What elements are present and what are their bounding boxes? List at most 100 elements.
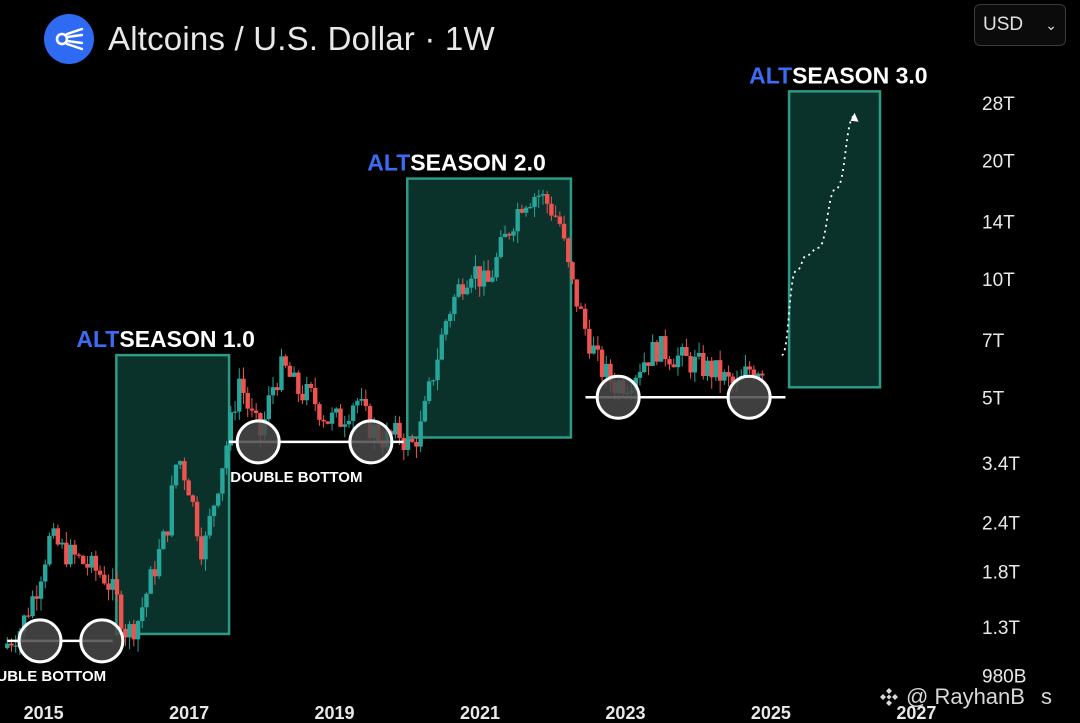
currency-select[interactable]: USD ⌄ — [974, 4, 1066, 46]
candle-body — [232, 411, 238, 413]
candle-body — [642, 362, 647, 373]
y-tick-label: 28T — [982, 94, 1015, 115]
candle-body — [574, 279, 579, 307]
bottom-circle — [17, 618, 63, 664]
y-tick-label: 980B — [982, 666, 1026, 687]
candle-body — [469, 278, 474, 288]
candle-body — [350, 405, 356, 421]
candle-body — [490, 277, 495, 282]
candle-body — [215, 493, 221, 506]
candle-body — [308, 383, 314, 388]
bottom-circle — [595, 374, 641, 420]
candle-body — [557, 216, 563, 224]
candle-body — [646, 362, 651, 366]
candle-body — [456, 284, 461, 297]
candle-body — [473, 266, 478, 279]
candle-body — [317, 404, 322, 420]
candle-body — [304, 383, 309, 401]
candle-body — [464, 287, 470, 295]
candle-body — [519, 209, 525, 213]
candle-body — [55, 528, 61, 545]
candle-body — [431, 380, 436, 382]
candle-body — [692, 356, 698, 373]
candle-body — [422, 400, 428, 422]
candle-body — [241, 378, 246, 393]
candle-body — [515, 209, 520, 232]
candle-body — [405, 438, 411, 450]
x-tick-label: 2015 — [24, 703, 64, 723]
candle-body — [279, 356, 284, 391]
altseason-label-2: ALTSEASON 2.0 — [367, 150, 546, 176]
candle-body — [726, 372, 731, 377]
altseason-label-prefix: ALT — [367, 150, 410, 176]
candle-body — [582, 308, 588, 329]
candle-body — [203, 535, 208, 560]
candle-body — [553, 215, 558, 217]
candle-body — [152, 569, 158, 577]
candle-body — [755, 373, 761, 378]
altseason-label-1: ALTSEASON 1.0 — [76, 326, 255, 352]
candle-body — [722, 372, 727, 381]
y-tick-label: 14T — [982, 212, 1015, 233]
candle-body — [532, 196, 537, 207]
candle-body — [545, 194, 550, 204]
candle-body — [650, 342, 655, 366]
candle-body — [578, 306, 584, 309]
candle-body — [443, 321, 449, 335]
bottom-circle — [348, 419, 394, 465]
candle-body — [34, 596, 39, 599]
altseason-label-3: ALTSEASON 3.0 — [749, 62, 928, 88]
candle-body — [591, 345, 596, 354]
candle-body — [540, 194, 546, 196]
candle-body — [566, 238, 571, 263]
candle-body — [701, 352, 706, 377]
candle-body — [43, 564, 48, 582]
candle-body — [684, 346, 689, 356]
candle-body — [760, 373, 765, 376]
candle-body — [106, 583, 111, 590]
candle-body — [747, 366, 752, 370]
candle-body — [709, 360, 714, 378]
candle-body — [135, 621, 141, 640]
candle-body — [705, 360, 710, 377]
chart-header: Altcoins / U.S. Dollar · 1W — [44, 14, 495, 64]
candle-body — [199, 536, 204, 560]
candle-body — [536, 195, 541, 197]
candle-body — [148, 569, 153, 594]
candle-body — [140, 607, 145, 622]
candle-body — [587, 328, 592, 354]
watermark: @ RayhanB s — [878, 684, 1052, 710]
candle-body — [679, 346, 685, 356]
candle-body — [283, 356, 288, 366]
x-tick-label: 2017 — [169, 703, 209, 723]
candle-body — [72, 544, 77, 555]
y-tick-label: 7T — [982, 331, 1005, 352]
projection-arrow-icon — [850, 112, 859, 122]
candle-body — [102, 574, 107, 584]
candle-body — [713, 360, 719, 378]
candle-body — [447, 314, 453, 322]
candle-body — [51, 528, 56, 536]
candle-body — [397, 422, 402, 438]
watermark-suffix: s — [1040, 684, 1052, 709]
candle-body — [266, 395, 271, 420]
candle-body — [717, 360, 723, 381]
candle-body — [93, 555, 99, 571]
altseason-zone-3 — [787, 90, 882, 389]
candle-body — [346, 420, 352, 425]
candle-body — [21, 615, 27, 632]
candle-body — [507, 233, 512, 236]
candle-body — [410, 438, 415, 442]
candle-body — [173, 464, 179, 486]
candle-body — [190, 495, 196, 502]
candle-body — [528, 206, 533, 209]
candle-body — [207, 516, 212, 536]
altseason-label-text: SEASON 1.0 — [119, 326, 255, 352]
candle-body — [743, 366, 748, 377]
bottom-circle — [79, 618, 125, 664]
candle-body — [291, 372, 297, 377]
candle-body — [426, 381, 432, 401]
x-tick-label: 2025 — [751, 703, 791, 723]
candle-body — [194, 501, 200, 537]
